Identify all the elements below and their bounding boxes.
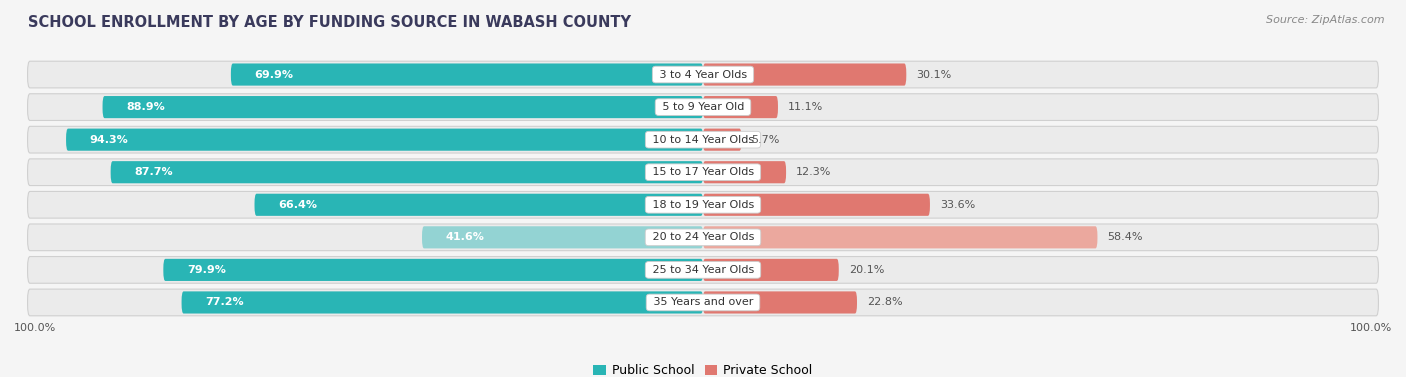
Text: 18 to 19 Year Olds: 18 to 19 Year Olds bbox=[648, 200, 758, 210]
Text: 94.3%: 94.3% bbox=[90, 135, 128, 145]
Text: 69.9%: 69.9% bbox=[254, 69, 294, 80]
FancyBboxPatch shape bbox=[703, 291, 858, 314]
FancyBboxPatch shape bbox=[28, 257, 1378, 283]
Text: Source: ZipAtlas.com: Source: ZipAtlas.com bbox=[1267, 15, 1385, 25]
FancyBboxPatch shape bbox=[163, 259, 703, 281]
Text: 33.6%: 33.6% bbox=[941, 200, 976, 210]
Text: 20.1%: 20.1% bbox=[849, 265, 884, 275]
FancyBboxPatch shape bbox=[422, 226, 703, 248]
FancyBboxPatch shape bbox=[181, 291, 703, 314]
FancyBboxPatch shape bbox=[66, 129, 703, 151]
FancyBboxPatch shape bbox=[28, 192, 1378, 218]
Text: 100.0%: 100.0% bbox=[14, 323, 56, 333]
Text: 10 to 14 Year Olds: 10 to 14 Year Olds bbox=[648, 135, 758, 145]
Text: 79.9%: 79.9% bbox=[187, 265, 226, 275]
Text: 66.4%: 66.4% bbox=[278, 200, 318, 210]
Text: 22.8%: 22.8% bbox=[868, 297, 903, 308]
FancyBboxPatch shape bbox=[28, 94, 1378, 121]
Text: 5.7%: 5.7% bbox=[752, 135, 780, 145]
Text: 15 to 17 Year Olds: 15 to 17 Year Olds bbox=[648, 167, 758, 177]
Text: 35 Years and over: 35 Years and over bbox=[650, 297, 756, 308]
FancyBboxPatch shape bbox=[703, 63, 907, 86]
Text: 100.0%: 100.0% bbox=[1350, 323, 1392, 333]
FancyBboxPatch shape bbox=[111, 161, 703, 183]
FancyBboxPatch shape bbox=[703, 161, 786, 183]
Text: 25 to 34 Year Olds: 25 to 34 Year Olds bbox=[648, 265, 758, 275]
Text: 12.3%: 12.3% bbox=[796, 167, 831, 177]
FancyBboxPatch shape bbox=[231, 63, 703, 86]
FancyBboxPatch shape bbox=[254, 194, 703, 216]
Text: 11.1%: 11.1% bbox=[789, 102, 824, 112]
FancyBboxPatch shape bbox=[28, 159, 1378, 185]
FancyBboxPatch shape bbox=[703, 194, 929, 216]
FancyBboxPatch shape bbox=[703, 96, 778, 118]
FancyBboxPatch shape bbox=[28, 224, 1378, 251]
Text: 30.1%: 30.1% bbox=[917, 69, 952, 80]
FancyBboxPatch shape bbox=[103, 96, 703, 118]
Text: 3 to 4 Year Olds: 3 to 4 Year Olds bbox=[655, 69, 751, 80]
Text: 41.6%: 41.6% bbox=[446, 232, 485, 242]
Legend: Public School, Private School: Public School, Private School bbox=[593, 364, 813, 377]
Text: 87.7%: 87.7% bbox=[135, 167, 173, 177]
FancyBboxPatch shape bbox=[28, 61, 1378, 88]
Text: 20 to 24 Year Olds: 20 to 24 Year Olds bbox=[648, 232, 758, 242]
Text: 5 to 9 Year Old: 5 to 9 Year Old bbox=[658, 102, 748, 112]
FancyBboxPatch shape bbox=[28, 289, 1378, 316]
Text: 88.9%: 88.9% bbox=[127, 102, 165, 112]
FancyBboxPatch shape bbox=[703, 226, 1098, 248]
FancyBboxPatch shape bbox=[28, 126, 1378, 153]
FancyBboxPatch shape bbox=[703, 259, 839, 281]
FancyBboxPatch shape bbox=[703, 129, 741, 151]
Text: SCHOOL ENROLLMENT BY AGE BY FUNDING SOURCE IN WABASH COUNTY: SCHOOL ENROLLMENT BY AGE BY FUNDING SOUR… bbox=[28, 15, 631, 30]
Text: 77.2%: 77.2% bbox=[205, 297, 243, 308]
Text: 58.4%: 58.4% bbox=[1108, 232, 1143, 242]
